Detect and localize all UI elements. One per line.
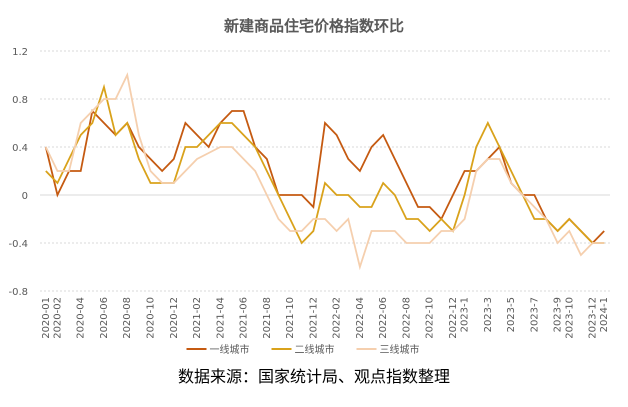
- x-tick-label: 2023-1: [460, 297, 471, 332]
- x-tick-label: 2020-04: [76, 297, 87, 339]
- x-tick-label: 2020-12: [169, 297, 180, 339]
- x-tick-label: 2020-08: [122, 297, 133, 339]
- source-note: 数据来源：国家统计局、观点指数整理: [178, 367, 450, 386]
- x-tick-label: 2023-10: [564, 297, 575, 339]
- x-tick-label: 2021-02: [192, 297, 203, 339]
- x-tick-label: 2023-5: [506, 297, 517, 332]
- y-tick-label: 0.8: [12, 95, 28, 106]
- x-tick-label: 2022-08: [401, 297, 412, 339]
- x-tick-label: 2021-10: [285, 297, 296, 339]
- legend-label: 三线城市: [380, 343, 420, 356]
- x-tick-label: 2023-3: [483, 297, 494, 332]
- x-tick-label: 2021-08: [262, 297, 273, 339]
- x-tick-label: 2020-06: [99, 297, 110, 339]
- y-tick-label: 0.4: [12, 143, 28, 154]
- legend-label: 一线城市: [210, 343, 250, 356]
- x-tick-label: 2020-10: [146, 297, 157, 339]
- y-tick-label: 1.2: [12, 47, 28, 58]
- x-tick-label: 2022-12: [448, 297, 459, 339]
- x-tick-label: 2024-1: [599, 297, 610, 332]
- y-tick-label: 0: [22, 191, 28, 202]
- x-tick-label: 2022-04: [355, 297, 366, 339]
- chart-title: 新建商品住宅价格指数环比: [224, 17, 404, 35]
- x-tick-label: 2022-10: [425, 297, 436, 339]
- y-tick-label: -0.8: [8, 287, 28, 298]
- x-tick-label: 2021-04: [215, 297, 226, 339]
- series-line: [45, 72, 605, 271]
- x-tick-label: 2021-12: [308, 297, 319, 339]
- x-tick-label: 2022-06: [378, 297, 389, 339]
- y-tick-label: -0.4: [8, 239, 28, 250]
- legend-label: 二线城市: [295, 343, 335, 356]
- x-tick-label: 2020-02: [52, 297, 63, 339]
- x-tick-label: 2023-12: [588, 297, 599, 339]
- x-tick-label: 2023-9: [553, 297, 564, 332]
- x-tick-label: 2020-01: [41, 297, 52, 339]
- x-tick-label: 2023-7: [529, 297, 540, 332]
- x-tick-label: 2021-06: [239, 297, 250, 339]
- x-tick-label: 2022-02: [332, 297, 343, 339]
- series-line: [45, 83, 605, 245]
